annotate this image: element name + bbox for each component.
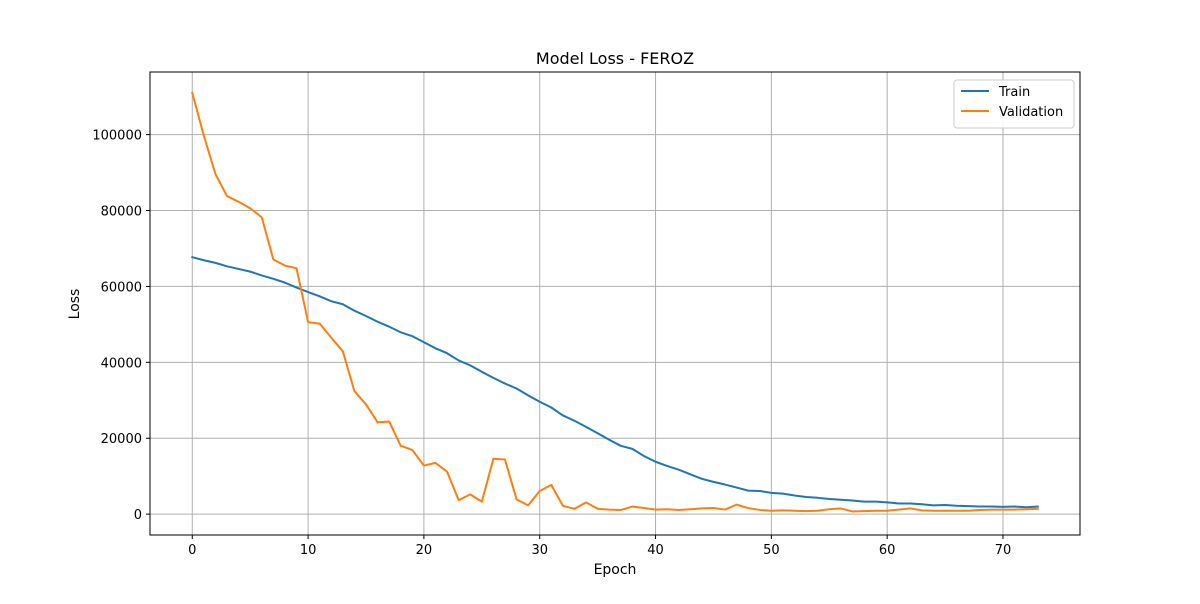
legend-label-train: Train [998,85,1030,100]
x-axis-label: Epoch [594,562,637,578]
chart-title: Model Loss - FEROZ [536,49,694,68]
y-tick-label: 40000 [101,356,142,371]
x-tick-label: 50 [763,543,780,558]
y-axis-label: Loss [67,289,83,320]
y-tick-label: 20000 [101,432,142,447]
x-tick-label: 60 [879,543,896,558]
y-tick-label: 100000 [92,129,142,144]
series-line-train [191,255,1039,509]
legend-label-validation: Validation [999,105,1063,120]
x-tick-label: 70 [995,543,1012,558]
legend: Train Validation [953,79,1075,129]
x-tick-label: 30 [531,543,548,558]
y-tick-label: 80000 [101,205,142,220]
x-tick-label: 20 [416,543,433,558]
x-tick-label: 10 [300,543,317,558]
plot-frame [149,71,1081,536]
y-tick-label: 60000 [101,280,142,295]
x-tick-label: 40 [647,543,664,558]
series-lines [191,91,1039,513]
axis-ticks: 0 10 20 30 40 50 60 70 0 20000 40000 60000 80000 1000… [92,129,1011,558]
x-tick-label: 0 [188,543,196,558]
y-tick-label: 0 [134,508,142,523]
series-line-validation [191,91,1039,513]
grid-lines [150,72,1080,535]
